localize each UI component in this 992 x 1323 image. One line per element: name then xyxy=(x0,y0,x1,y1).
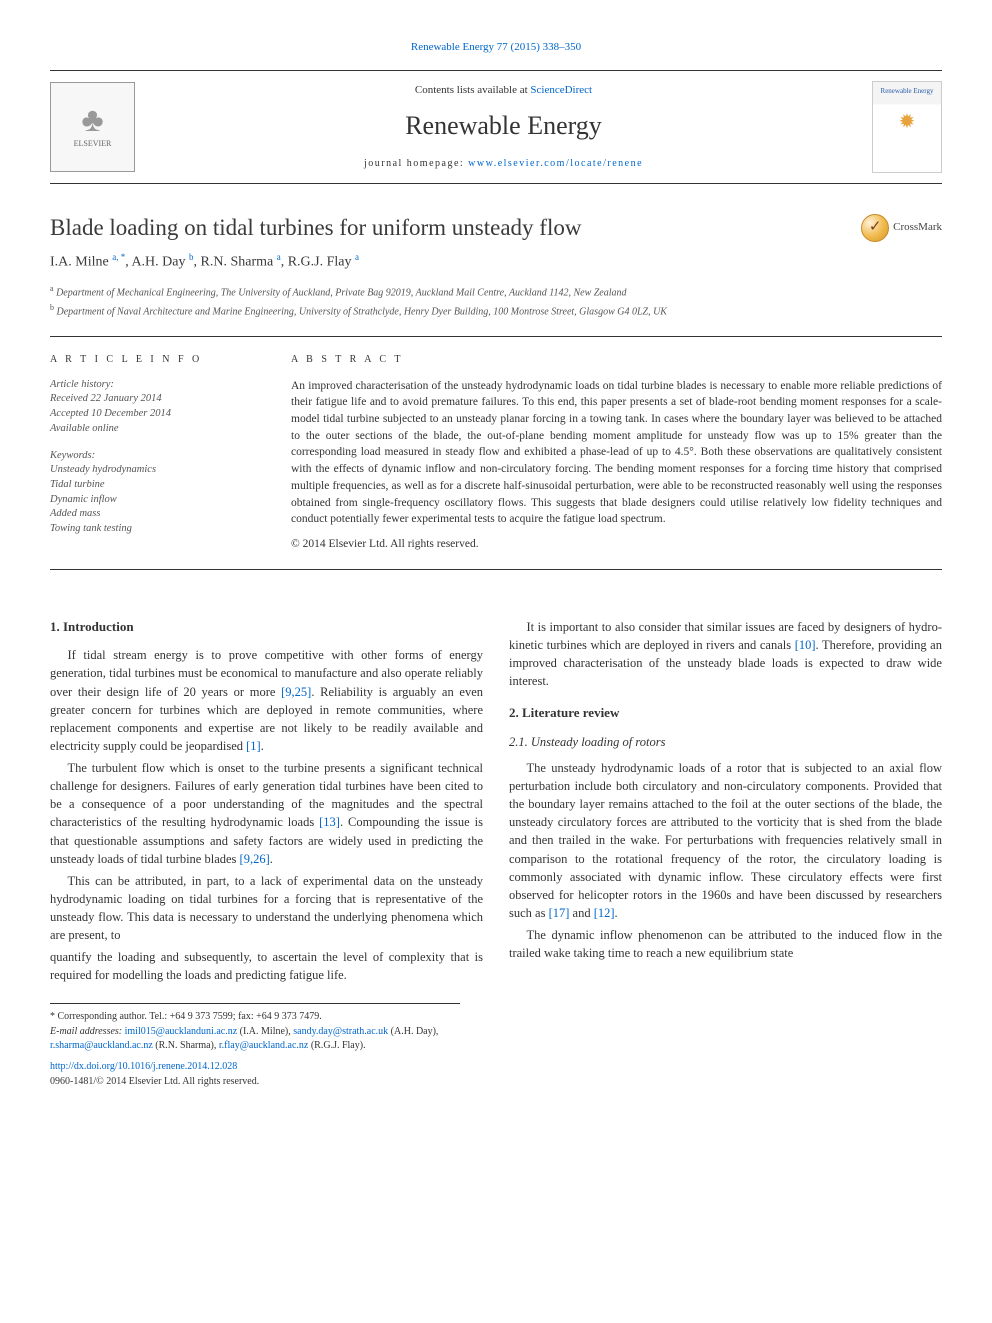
keyword: Unsteady hydrodynamics xyxy=(50,463,265,478)
authors: I.A. Milne a, *, A.H. Day b, R.N. Sharma… xyxy=(50,251,942,273)
ref-link[interactable]: [13] xyxy=(319,815,340,829)
citation-link[interactable]: Renewable Energy 77 (2015) 338–350 xyxy=(411,41,581,53)
history-label: Article history: xyxy=(50,378,265,393)
text: (R.G.J. Flay). xyxy=(308,1040,365,1051)
body-columns: 1. Introduction If tidal stream energy i… xyxy=(50,618,942,985)
homepage-line: journal homepage: www.elsevier.com/locat… xyxy=(147,157,860,172)
abstract-copyright: © 2014 Elsevier Ltd. All rights reserved… xyxy=(291,536,942,553)
email-link[interactable]: imil015@aucklanduni.ac.nz xyxy=(125,1026,238,1037)
ref-link[interactable]: [17] xyxy=(549,906,570,920)
cover-title: Renewable Energy xyxy=(881,86,934,96)
text: (R.N. Sharma), xyxy=(153,1040,219,1051)
ref-link[interactable]: [12] xyxy=(594,906,615,920)
contents-line: Contents lists available at ScienceDirec… xyxy=(147,83,860,99)
received-date: Received 22 January 2014 xyxy=(50,392,265,407)
email-link[interactable]: sandy.day@strath.ac.uk xyxy=(293,1026,388,1037)
ref-link[interactable]: [10] xyxy=(795,638,816,652)
crossmark-label: CrossMark xyxy=(893,220,942,236)
separator-top xyxy=(50,336,942,337)
keyword: Added mass xyxy=(50,507,265,522)
text: (A.H. Day), xyxy=(388,1026,438,1037)
title-row: Blade loading on tidal turbines for unif… xyxy=(50,214,942,243)
email-link[interactable]: r.sharma@auckland.ac.nz xyxy=(50,1040,153,1051)
homepage-label: journal homepage: xyxy=(364,158,468,169)
section-2-1-title: 2.1. Unsteady loading of rotors xyxy=(509,733,942,751)
abstract-heading: A B S T R A C T xyxy=(291,353,942,368)
text: . xyxy=(270,852,273,866)
keywords-label: Keywords: xyxy=(50,449,265,464)
keywords-group: Keywords: Unsteady hydrodynamics Tidal t… xyxy=(50,449,265,537)
s21-p2: The dynamic inflow phenomenon can be att… xyxy=(509,926,942,962)
doi-link[interactable]: http://dx.doi.org/10.1016/j.renene.2014.… xyxy=(50,1061,237,1072)
email-link[interactable]: r.flay@auckland.ac.nz xyxy=(219,1040,308,1051)
citation-suffix: 350 xyxy=(565,41,582,53)
ref-link[interactable]: [1] xyxy=(246,739,261,753)
text: . xyxy=(261,739,264,753)
journal-cover: Renewable Energy ✹ xyxy=(872,81,942,173)
affiliation-b: b Department of Naval Architecture and M… xyxy=(50,302,942,320)
email-label: E-mail addresses: xyxy=(50,1026,125,1037)
elsevier-tree-icon: ♣ xyxy=(81,104,103,138)
journal-name: Renewable Energy xyxy=(147,107,860,145)
crossmark[interactable]: ✓ CrossMark xyxy=(861,214,942,242)
doi-block: http://dx.doi.org/10.1016/j.renene.2014.… xyxy=(50,1060,942,1089)
issn-line: 0960-1481/© 2014 Elsevier Ltd. All right… xyxy=(50,1076,259,1087)
elsevier-logo: ♣ ELSEVIER xyxy=(50,82,135,172)
accepted-date: Accepted 10 December 2014 xyxy=(50,407,265,422)
history-group: Article history: Received 22 January 201… xyxy=(50,378,265,437)
section-2-title: 2. Literature review xyxy=(509,704,942,723)
keyword: Tidal turbine xyxy=(50,478,265,493)
text: (I.A. Milne), xyxy=(237,1026,293,1037)
ref-link[interactable]: [9,25] xyxy=(281,685,311,699)
affiliation-a-text: Department of Mechanical Engineering, Th… xyxy=(56,287,626,298)
elsevier-text: ELSEVIER xyxy=(74,138,112,150)
email-addresses: E-mail addresses: imil015@aucklanduni.ac… xyxy=(50,1025,460,1052)
online-date: Available online xyxy=(50,422,265,437)
cover-gear-icon: ✹ xyxy=(899,108,916,137)
keyword: Dynamic inflow xyxy=(50,493,265,508)
crossmark-icon: ✓ xyxy=(861,214,889,242)
homepage-link[interactable]: www.elsevier.com/locate/renene xyxy=(468,158,643,169)
s1-p5: It is important to also consider that si… xyxy=(509,618,942,691)
contents-prefix: Contents lists available at xyxy=(415,84,530,96)
text: . xyxy=(615,906,618,920)
affiliation-a: a Department of Mechanical Engineering, … xyxy=(50,283,942,301)
article-info-heading: A R T I C L E I N F O xyxy=(50,353,265,368)
corresponding-author: * Corresponding author. Tel.: +64 9 373 … xyxy=(50,1010,460,1024)
section-1-title: 1. Introduction xyxy=(50,618,483,637)
ref-link[interactable]: [9,26] xyxy=(240,852,270,866)
text: and xyxy=(569,906,593,920)
s1-p3: This can be attributed, in part, to a la… xyxy=(50,872,483,945)
s1-p2: The turbulent flow which is onset to the… xyxy=(50,759,483,868)
sciencedirect-link[interactable]: ScienceDirect xyxy=(530,84,592,96)
header-center: Contents lists available at ScienceDirec… xyxy=(147,83,860,171)
separator-bottom xyxy=(50,569,942,570)
footnotes: * Corresponding author. Tel.: +64 9 373 … xyxy=(50,1003,460,1053)
keyword: Towing tank testing xyxy=(50,522,265,537)
info-abstract-row: A R T I C L E I N F O Article history: R… xyxy=(50,353,942,552)
journal-header: ♣ ELSEVIER Contents lists available at S… xyxy=(50,70,942,184)
text: The unsteady hydrodynamic loads of a rot… xyxy=(509,761,942,920)
s1-p1: If tidal stream energy is to prove compe… xyxy=(50,646,483,755)
abstract-text: An improved characterisation of the unst… xyxy=(291,378,942,528)
citation-line: Renewable Energy 77 (2015) 338–350 xyxy=(50,40,942,56)
s1-p4: quantify the loading and subsequently, t… xyxy=(50,948,483,984)
citation-prefix: Renewable Energy 77 (2015) 338 xyxy=(411,41,559,53)
abstract-column: A B S T R A C T An improved characterisa… xyxy=(291,353,942,552)
article-info-column: A R T I C L E I N F O Article history: R… xyxy=(50,353,265,552)
s21-p1: The unsteady hydrodynamic loads of a rot… xyxy=(509,759,942,922)
affiliation-b-text: Department of Naval Architecture and Mar… xyxy=(57,307,667,318)
article-title: Blade loading on tidal turbines for unif… xyxy=(50,214,845,243)
